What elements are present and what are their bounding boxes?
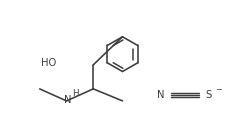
Text: HO: HO bbox=[41, 58, 57, 68]
Text: N: N bbox=[157, 90, 165, 100]
Text: −: − bbox=[216, 85, 222, 94]
Text: H: H bbox=[73, 90, 79, 98]
Text: S: S bbox=[206, 90, 212, 100]
Text: N: N bbox=[64, 95, 72, 105]
